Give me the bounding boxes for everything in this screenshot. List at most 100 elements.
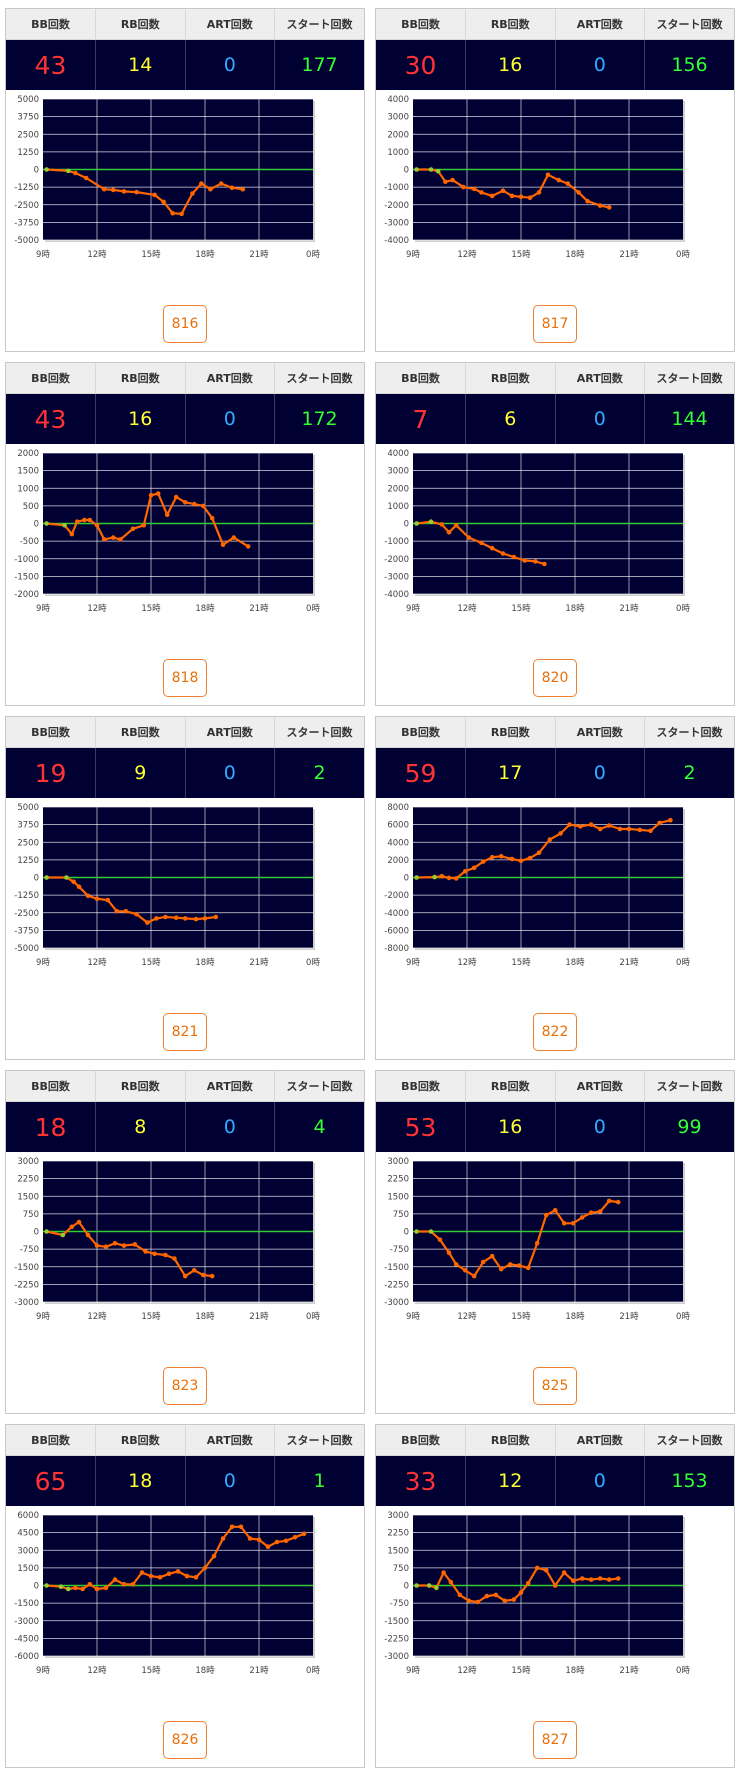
machine-number-button[interactable]: 823 [163, 1367, 207, 1405]
y-tick-label: 0 [404, 520, 409, 530]
data-point [170, 210, 175, 216]
data-point [209, 1273, 215, 1279]
data-point [112, 1241, 118, 1246]
data-point [193, 1575, 199, 1580]
y-tick-label: -2000 [384, 555, 409, 565]
data-point [73, 1585, 78, 1591]
x-tick-label: 0時 [676, 1666, 690, 1676]
data-point [552, 1208, 558, 1213]
x-tick-label: 15時 [141, 958, 161, 968]
y-tick-label: 1250 [17, 148, 39, 158]
x-tick-label: 9時 [36, 958, 50, 968]
x-tick-label: 0時 [676, 1312, 690, 1322]
x-tick-label: 12時 [457, 604, 477, 614]
stats-table: BB回数 RB回数 ART回数 スタート回数 30 16 0 156 [376, 9, 734, 90]
data-point [443, 179, 448, 185]
y-tick-label: 5000 [17, 803, 39, 813]
machine-number-button[interactable]: 817 [533, 305, 577, 343]
data-point [82, 517, 87, 523]
rb-count: 12 [465, 1455, 556, 1506]
data-point [60, 1232, 66, 1238]
payout-chart: 3000 2250 1500 750 0 -750 -1500 -2250 -3000 9時 12時… [384, 1157, 690, 1322]
bb-header: BB回数 [376, 363, 466, 394]
x-tick-label: 12時 [87, 1312, 107, 1322]
data-point [428, 1229, 434, 1234]
y-tick-label: -2500 [14, 201, 39, 211]
y-tick-label: 2500 [17, 130, 39, 140]
data-point [518, 858, 524, 864]
y-tick-label: 4000 [387, 449, 409, 459]
machine-number-button[interactable]: 816 [163, 305, 207, 343]
art-count: 0 [185, 1101, 275, 1152]
y-tick-label: 2250 [387, 1175, 409, 1185]
y-tick-label: 0 [404, 1228, 409, 1238]
art-header: ART回数 [555, 1425, 645, 1456]
y-tick-label: 750 [393, 1210, 409, 1220]
data-point [527, 855, 533, 861]
data-point [182, 916, 188, 921]
x-tick-label: 15時 [511, 958, 531, 968]
bb-header: BB回数 [376, 1425, 466, 1456]
x-tick-label: 9時 [406, 1312, 420, 1322]
x-tick-label: 9時 [36, 604, 50, 614]
data-point [132, 1242, 138, 1247]
start-count: 1 [274, 1455, 364, 1506]
data-point [229, 185, 235, 191]
data-point [85, 1232, 91, 1238]
machine-number-button[interactable]: 818 [163, 659, 207, 697]
data-point [439, 522, 445, 527]
art-header: ART回数 [185, 363, 275, 394]
y-tick-label: -3000 [384, 572, 409, 582]
data-point [597, 1209, 603, 1214]
y-tick-label: -500 [20, 537, 39, 547]
x-tick-label: 18時 [565, 1666, 585, 1676]
y-tick-label: 500 [23, 502, 39, 512]
machine-number-button[interactable]: 825 [533, 1367, 577, 1405]
data-point [130, 526, 136, 532]
y-tick-label: 0 [404, 1582, 409, 1592]
data-point [218, 181, 224, 186]
art-header: ART回数 [555, 717, 645, 748]
start-header: スタート回数 [644, 363, 734, 394]
art-header: ART回数 [185, 9, 275, 40]
machine-card: BB回数 RB回数 ART回数 スタート回数 33 12 0 153 3000 2… [375, 1424, 735, 1768]
y-tick-label: 1500 [387, 1192, 409, 1202]
bb-header: BB回数 [6, 1071, 96, 1102]
bb-header: BB回数 [376, 717, 466, 748]
bb-count: 33 [376, 1455, 466, 1506]
start-count: 99 [644, 1101, 734, 1152]
data-point [511, 1597, 517, 1602]
machine-card: BB回数 RB回数 ART回数 スタート回数 43 14 0 177 5000 3… [5, 8, 365, 352]
x-tick-label: 21時 [249, 1666, 269, 1676]
x-tick-label: 0時 [676, 604, 690, 614]
machine-number-button[interactable]: 820 [533, 659, 577, 697]
data-point [44, 521, 49, 526]
x-tick-label: 15時 [141, 250, 161, 260]
y-tick-label: -1000 [14, 555, 39, 565]
machine-number-button[interactable]: 822 [533, 1013, 577, 1051]
data-point [121, 1243, 127, 1248]
x-tick-label: 18時 [195, 250, 215, 260]
y-tick-label: -8000 [384, 944, 409, 954]
y-tick-label: 2000 [387, 484, 409, 494]
start-count: 2 [644, 747, 734, 798]
rb-header: RB回数 [95, 9, 186, 40]
data-point [414, 1583, 419, 1588]
machine-number-button[interactable]: 827 [533, 1721, 577, 1759]
data-point [567, 822, 572, 827]
art-count: 0 [555, 393, 645, 444]
data-point [536, 850, 542, 856]
data-point [283, 1538, 289, 1544]
data-point [94, 1243, 100, 1248]
start-header: スタート回数 [644, 1425, 734, 1456]
data-point [163, 914, 168, 920]
y-tick-label: -2250 [384, 1280, 409, 1290]
y-tick-label: 1250 [17, 856, 39, 866]
machine-number-button[interactable]: 821 [163, 1013, 207, 1051]
y-tick-label: -4000 [384, 909, 409, 919]
machine-number-button[interactable]: 826 [163, 1721, 207, 1759]
data-point [579, 1215, 585, 1220]
data-point [547, 837, 553, 842]
data-point [668, 817, 673, 823]
x-tick-label: 12時 [87, 250, 107, 260]
